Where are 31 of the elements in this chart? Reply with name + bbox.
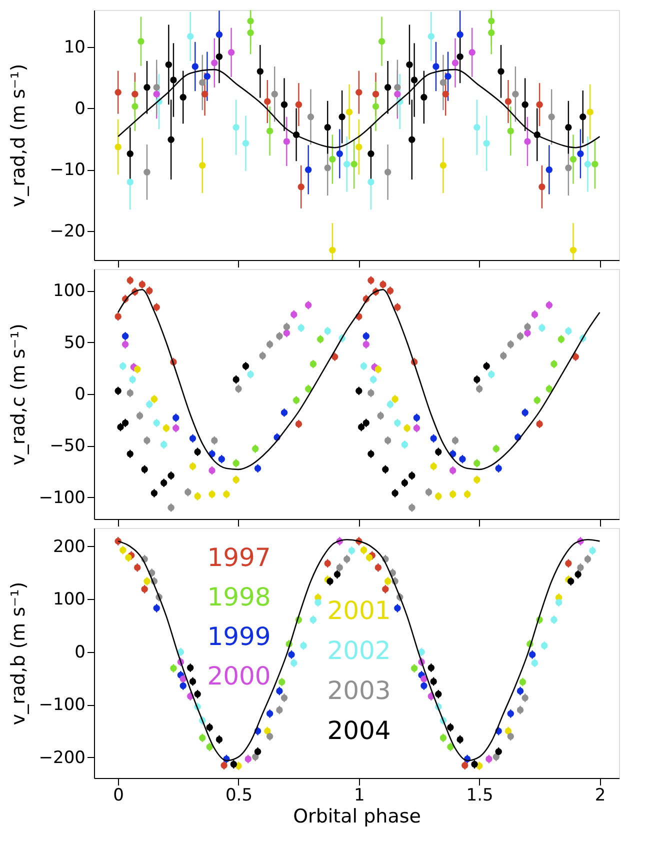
series-label: 2000 bbox=[207, 662, 271, 690]
y-tick-label: −50 bbox=[50, 436, 86, 456]
y-tick-label: 50 bbox=[64, 332, 86, 353]
series-label: 2002 bbox=[327, 636, 391, 665]
x-tick-label: 0 bbox=[113, 786, 124, 806]
x-axis-title: Orbital phase bbox=[293, 806, 421, 828]
series-label: 1999 bbox=[207, 622, 271, 651]
series-label: 1998 bbox=[207, 582, 271, 612]
x-tick-label: 0.5 bbox=[225, 786, 253, 806]
y-tick-label: −20 bbox=[50, 222, 86, 242]
x-tick-label: 2 bbox=[594, 786, 606, 806]
y-tick-label: 100 bbox=[53, 590, 86, 610]
x-tick-label: 1 bbox=[354, 786, 365, 806]
x-tick-label: 1.5 bbox=[466, 786, 494, 806]
y-tick-label: 100 bbox=[53, 281, 86, 302]
y-axis-title: v_rad,b (m s⁻¹) bbox=[8, 582, 30, 726]
text: 1997 bbox=[207, 543, 271, 572]
y-tick-label: −100 bbox=[38, 488, 86, 508]
series-label: 2004 bbox=[327, 716, 391, 745]
y-tick-label: −10 bbox=[50, 160, 86, 180]
y-tick-label: 0 bbox=[74, 642, 86, 662]
y-tick-label: −100 bbox=[38, 695, 86, 716]
series-label: 2003 bbox=[327, 676, 391, 705]
y-tick-label: 0 bbox=[74, 98, 86, 119]
y-axis-title: v_rad,c (m s⁻¹) bbox=[8, 324, 30, 466]
y-tick-label: 0 bbox=[74, 384, 86, 404]
series-label: 2001 bbox=[327, 596, 391, 625]
y-tick-label: 10 bbox=[64, 37, 86, 58]
y-axis-title: v_rad,d (m s⁻¹) bbox=[8, 64, 30, 208]
y-tick-label: −200 bbox=[38, 748, 86, 768]
y-tick-label: 200 bbox=[53, 536, 86, 557]
